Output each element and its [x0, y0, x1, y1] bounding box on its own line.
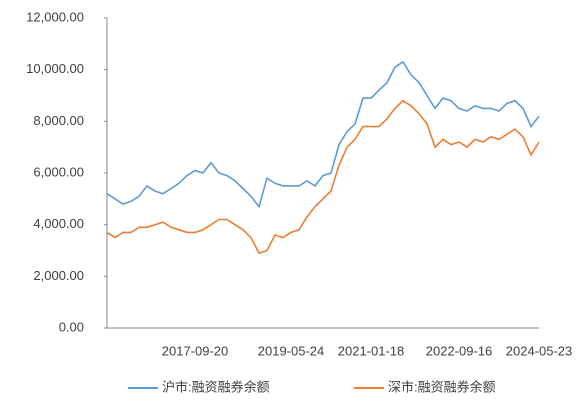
y-tick-label: 6,000.00 [33, 164, 84, 179]
y-tick-label: 12,000.00 [26, 9, 84, 24]
x-tick-label: 2024-05-23 [506, 343, 573, 358]
series-line [106, 99, 540, 255]
y-tick-label: 0.00 [59, 319, 84, 334]
y-tick-label: 4,000.00 [33, 216, 84, 231]
x-tick-label: 2017-09-20 [162, 343, 229, 358]
y-tick-label: 2,000.00 [33, 268, 84, 283]
x-tick-label: 2019-05-24 [258, 343, 325, 358]
legend-label: 深市:融资融券余额 [388, 379, 496, 394]
x-tick-label: 2021-01-18 [338, 343, 405, 358]
legend-label: 沪市:融资融券余额 [162, 379, 270, 394]
series-line [106, 60, 540, 209]
x-tick-label: 2022-09-16 [426, 343, 493, 358]
y-tick-label: 8,000.00 [33, 113, 84, 128]
y-tick-label: 10,000.00 [26, 61, 84, 76]
